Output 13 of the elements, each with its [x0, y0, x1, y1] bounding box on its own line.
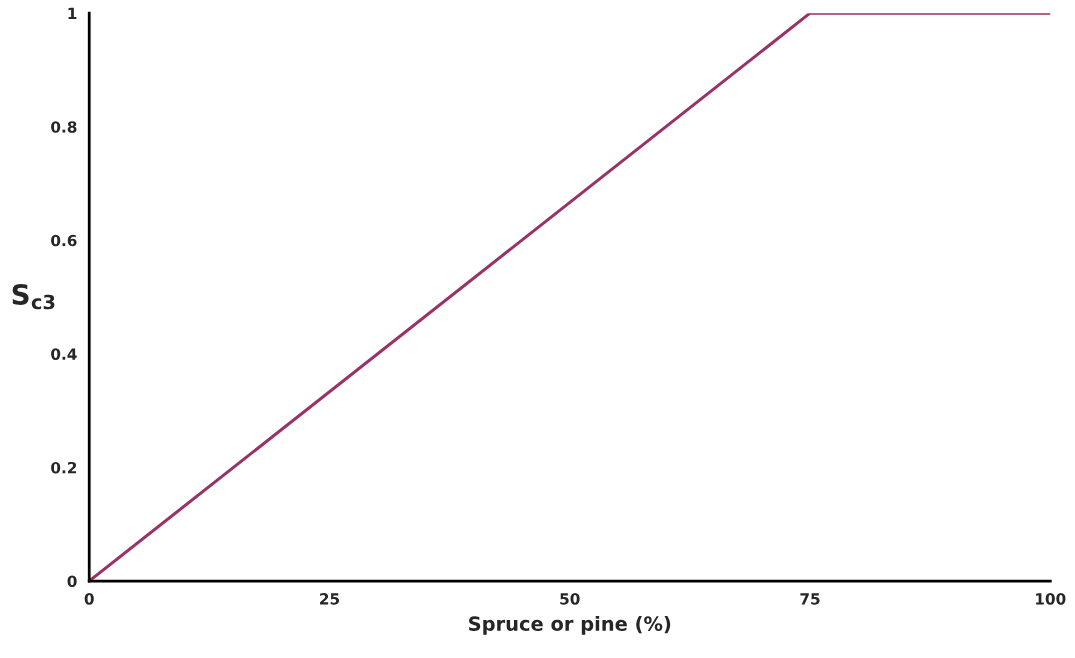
y-tick-label: 0	[67, 575, 77, 588]
x-tick-label: 0	[84, 593, 94, 605]
x-tick-label: 50	[560, 593, 580, 605]
y-tick-label: 0.6	[51, 234, 77, 247]
x-tick-label: 75	[800, 593, 820, 605]
x-tick-label: 25	[320, 593, 340, 605]
y-tick-label: 0.4	[51, 348, 77, 360]
x-axis-title: Spruce or pine (%)	[469, 615, 671, 635]
x-tick-label: 100	[1036, 593, 1066, 605]
y-tick-label: 1	[68, 7, 77, 19]
y-tick-label: 0.8	[51, 121, 77, 133]
y-axis-title: S$_{c3}$	[12, 283, 55, 310]
y-tick-label: 0.2	[51, 461, 77, 474]
